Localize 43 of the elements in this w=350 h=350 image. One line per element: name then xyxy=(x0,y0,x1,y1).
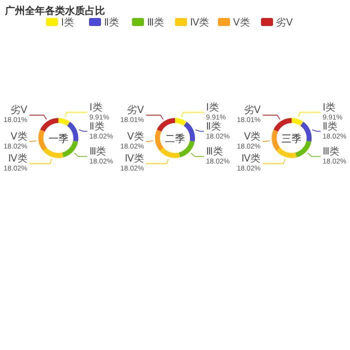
donut-slice xyxy=(156,118,175,132)
slice-label: 劣Ⅴ xyxy=(244,104,261,116)
legend-label: Ⅴ类 xyxy=(233,16,250,28)
slice-label: Ⅱ类 xyxy=(206,120,221,132)
slice-label: Ⅳ类 xyxy=(8,152,28,165)
slice-label: Ⅴ类 xyxy=(127,130,144,142)
legend-label: Ⅱ类 xyxy=(104,16,119,28)
donut-slice xyxy=(40,118,58,132)
text: 广州全年各类水质占比 xyxy=(4,5,105,17)
donut-slice xyxy=(184,122,195,142)
text: 三季 xyxy=(282,133,302,145)
slice-label: Ⅳ类 xyxy=(124,152,144,165)
donut-slice xyxy=(300,122,312,142)
legend-label: 劣Ⅴ xyxy=(276,16,293,28)
slice-label: Ⅲ类 xyxy=(322,145,340,158)
slice-label: Ⅰ类 xyxy=(206,101,219,114)
donut-slice xyxy=(274,118,292,132)
legend-label: Ⅰ类 xyxy=(61,16,74,28)
donut-slice xyxy=(38,129,47,151)
donut-slice xyxy=(58,118,70,126)
donut-slice xyxy=(272,129,280,151)
slice-label: Ⅴ类 xyxy=(10,130,28,142)
slice-label: Ⅰ类 xyxy=(322,101,336,114)
slice-label: 劣Ⅴ xyxy=(10,104,28,116)
legend-label: Ⅲ类 xyxy=(147,16,164,28)
slice-label: Ⅱ类 xyxy=(322,120,338,132)
text: 二季 xyxy=(165,133,185,145)
slice-label: Ⅳ类 xyxy=(241,152,261,165)
slice-label: Ⅲ类 xyxy=(206,145,223,158)
slice-label: Ⅲ类 xyxy=(89,145,106,158)
donut-slice xyxy=(67,122,78,142)
text: 一季 xyxy=(48,133,68,145)
donut-slice xyxy=(42,148,64,158)
legend-label: Ⅳ类 xyxy=(190,16,210,28)
donut-slice xyxy=(175,118,187,126)
donut-slice xyxy=(276,148,297,158)
donut-slice xyxy=(160,148,180,158)
slice-label: Ⅱ类 xyxy=(89,120,104,132)
donut-slice xyxy=(292,118,304,126)
slice-label: Ⅴ类 xyxy=(244,130,261,142)
slice-label: Ⅰ类 xyxy=(89,101,102,114)
donut-slice xyxy=(155,129,164,151)
slice-label: 劣Ⅴ xyxy=(127,104,144,116)
